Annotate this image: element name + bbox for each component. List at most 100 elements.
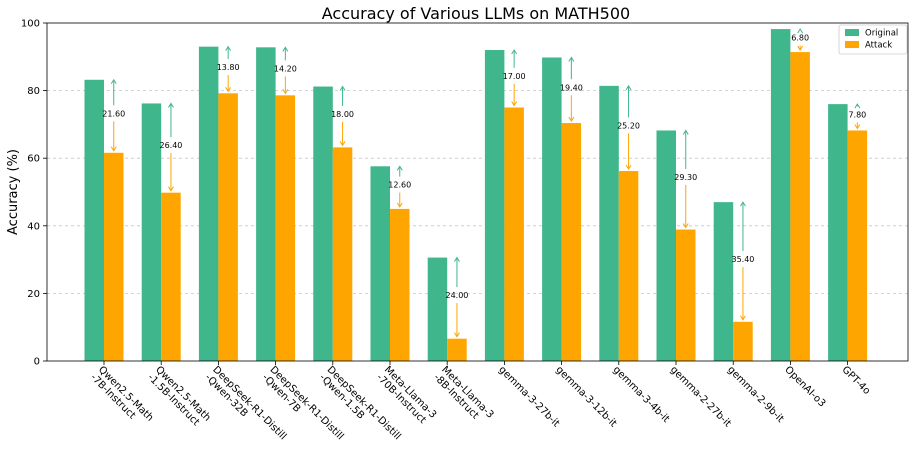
y-axis-label: Accuracy (%) (6, 149, 21, 235)
bar-attack (390, 208, 410, 361)
diff-arrow-head-top (396, 165, 403, 171)
diff-label: 13.80 (217, 63, 240, 72)
legend-swatch-attack (845, 41, 859, 48)
bar-original (370, 166, 390, 361)
diff-arrow-head-bottom (625, 164, 632, 170)
bar-attack (790, 52, 810, 362)
diff-label: 29.30 (674, 173, 697, 182)
x-tick-label: GPT-4o (839, 364, 872, 397)
diff-arrow-head-bottom (797, 45, 804, 52)
y-tick-label: 100 (21, 19, 40, 30)
legend-label-attack: Attack (865, 41, 892, 51)
diff-arrow-head-bottom (740, 315, 746, 321)
bar-attack (733, 321, 753, 361)
diff-label: 12.60 (388, 181, 411, 190)
x-tick-label-line: gemma-3-12b-it (553, 364, 618, 429)
diff-label: 19.40 (560, 83, 583, 92)
diff-arrow-head-top (625, 84, 632, 91)
diff-label: 18.00 (331, 110, 354, 119)
bar-attack (676, 229, 696, 361)
x-tick-label: gemma-3-12b-it (553, 364, 618, 429)
x-tick-label-line: gemma-3-4b-it (611, 364, 672, 425)
x-tick-label-line: OpenAI-o3 (782, 364, 827, 409)
bar-original (313, 86, 333, 361)
bar-original (256, 47, 276, 361)
diff-arrow-head-top (110, 78, 117, 85)
bar-original (599, 85, 619, 362)
x-tick-label: OpenAI-o3 (782, 364, 827, 409)
bar-attack (104, 152, 124, 361)
diff-label: 24.00 (445, 291, 468, 300)
diff-arrow-head-top (168, 102, 174, 108)
difference-arrows: 21.60 26.40 13.80 14.20 18.00 12.60 24.00 17.00… (102, 28, 866, 338)
diff-arrow-head-bottom (225, 87, 232, 93)
chart-title: Accuracy of Various LLMs on MATH500 (322, 4, 630, 23)
diff-arrow-head-top (225, 45, 232, 51)
bar-attack (447, 338, 467, 361)
legend-swatch-original (845, 29, 859, 36)
diff-arrow-head-bottom (168, 186, 174, 192)
y-tick-label: 0 (34, 357, 40, 368)
diff-label: 25.20 (617, 121, 640, 130)
bar-original (542, 57, 562, 361)
x-tick-label: Qwen2.5-Math-7B-Instruct (88, 364, 155, 431)
diff-label: 21.60 (102, 109, 125, 118)
diff-arrow-head-bottom (568, 116, 575, 122)
y-tick-label: 20 (27, 289, 40, 300)
bar-attack (332, 147, 353, 361)
diff-arrow-head-top (454, 256, 460, 262)
x-tick-label-line: gemma-2-9b-it (725, 364, 786, 425)
diff-arrow-head-top (682, 129, 689, 135)
bar-original (770, 29, 791, 362)
bar-attack (561, 123, 582, 361)
bar-original (484, 50, 505, 361)
diff-arrow-head-top (797, 28, 804, 34)
diff-arrow-head-bottom (454, 332, 460, 338)
bar-attack (618, 171, 639, 361)
x-tick-label: gemma-2-27b-it (668, 364, 733, 429)
y-tick-label: 40 (27, 221, 40, 232)
diff-arrow-head-top (282, 46, 289, 52)
x-tick-label-line: gemma-3-27b-it (496, 364, 561, 429)
diff-arrow-head-bottom (511, 101, 518, 107)
bar-original (84, 79, 104, 361)
diff-arrow-head-bottom (110, 146, 117, 152)
diff-label: 35.40 (731, 255, 754, 264)
diff-arrow-head-top (511, 49, 518, 55)
bar-original (828, 104, 848, 362)
bar-original (713, 202, 734, 361)
diff-arrow-head-bottom (339, 141, 346, 147)
bar-attack (847, 130, 868, 361)
x-tick-label-line: gemma-2-27b-it (668, 364, 733, 429)
diff-arrow-head-top (740, 201, 746, 207)
x-tick-label: Meta-Llama-3-8B-Instruct (431, 364, 495, 428)
bar-attack (218, 93, 238, 361)
bars (84, 29, 868, 362)
diff-label: 17.00 (503, 72, 526, 81)
bar-original (656, 130, 676, 361)
diff-label: 6.80 (791, 34, 809, 43)
diff-arrow-head-top (568, 56, 575, 62)
diff-arrow-head-bottom (396, 202, 403, 208)
diff-arrow-head-top (339, 85, 346, 91)
x-tick-label-line: GPT-4o (839, 364, 872, 397)
diff-label: 7.80 (848, 110, 866, 119)
bar-attack (275, 95, 296, 361)
bar-original (141, 103, 162, 361)
legend-label-original: Original (865, 29, 898, 39)
legend: Original Attack (838, 24, 908, 55)
plot-frame (46, 22, 909, 362)
diff-arrow-head-bottom (854, 124, 861, 130)
bar-attack (161, 192, 181, 361)
diff-label: 26.40 (159, 141, 182, 150)
bar-original (198, 46, 219, 361)
bar-original (427, 257, 448, 361)
x-tick-label: Qwen2.5-Math-1.5B-Instruct (145, 364, 212, 431)
bar-attack (504, 107, 524, 361)
diff-arrow-head-top (854, 103, 861, 109)
x-tick-label: gemma-2-9b-it (725, 364, 786, 425)
x-tick-label: gemma-3-4b-it (611, 364, 672, 425)
y-tick-label: 80 (27, 86, 40, 97)
diff-arrow-head-bottom (682, 223, 689, 229)
